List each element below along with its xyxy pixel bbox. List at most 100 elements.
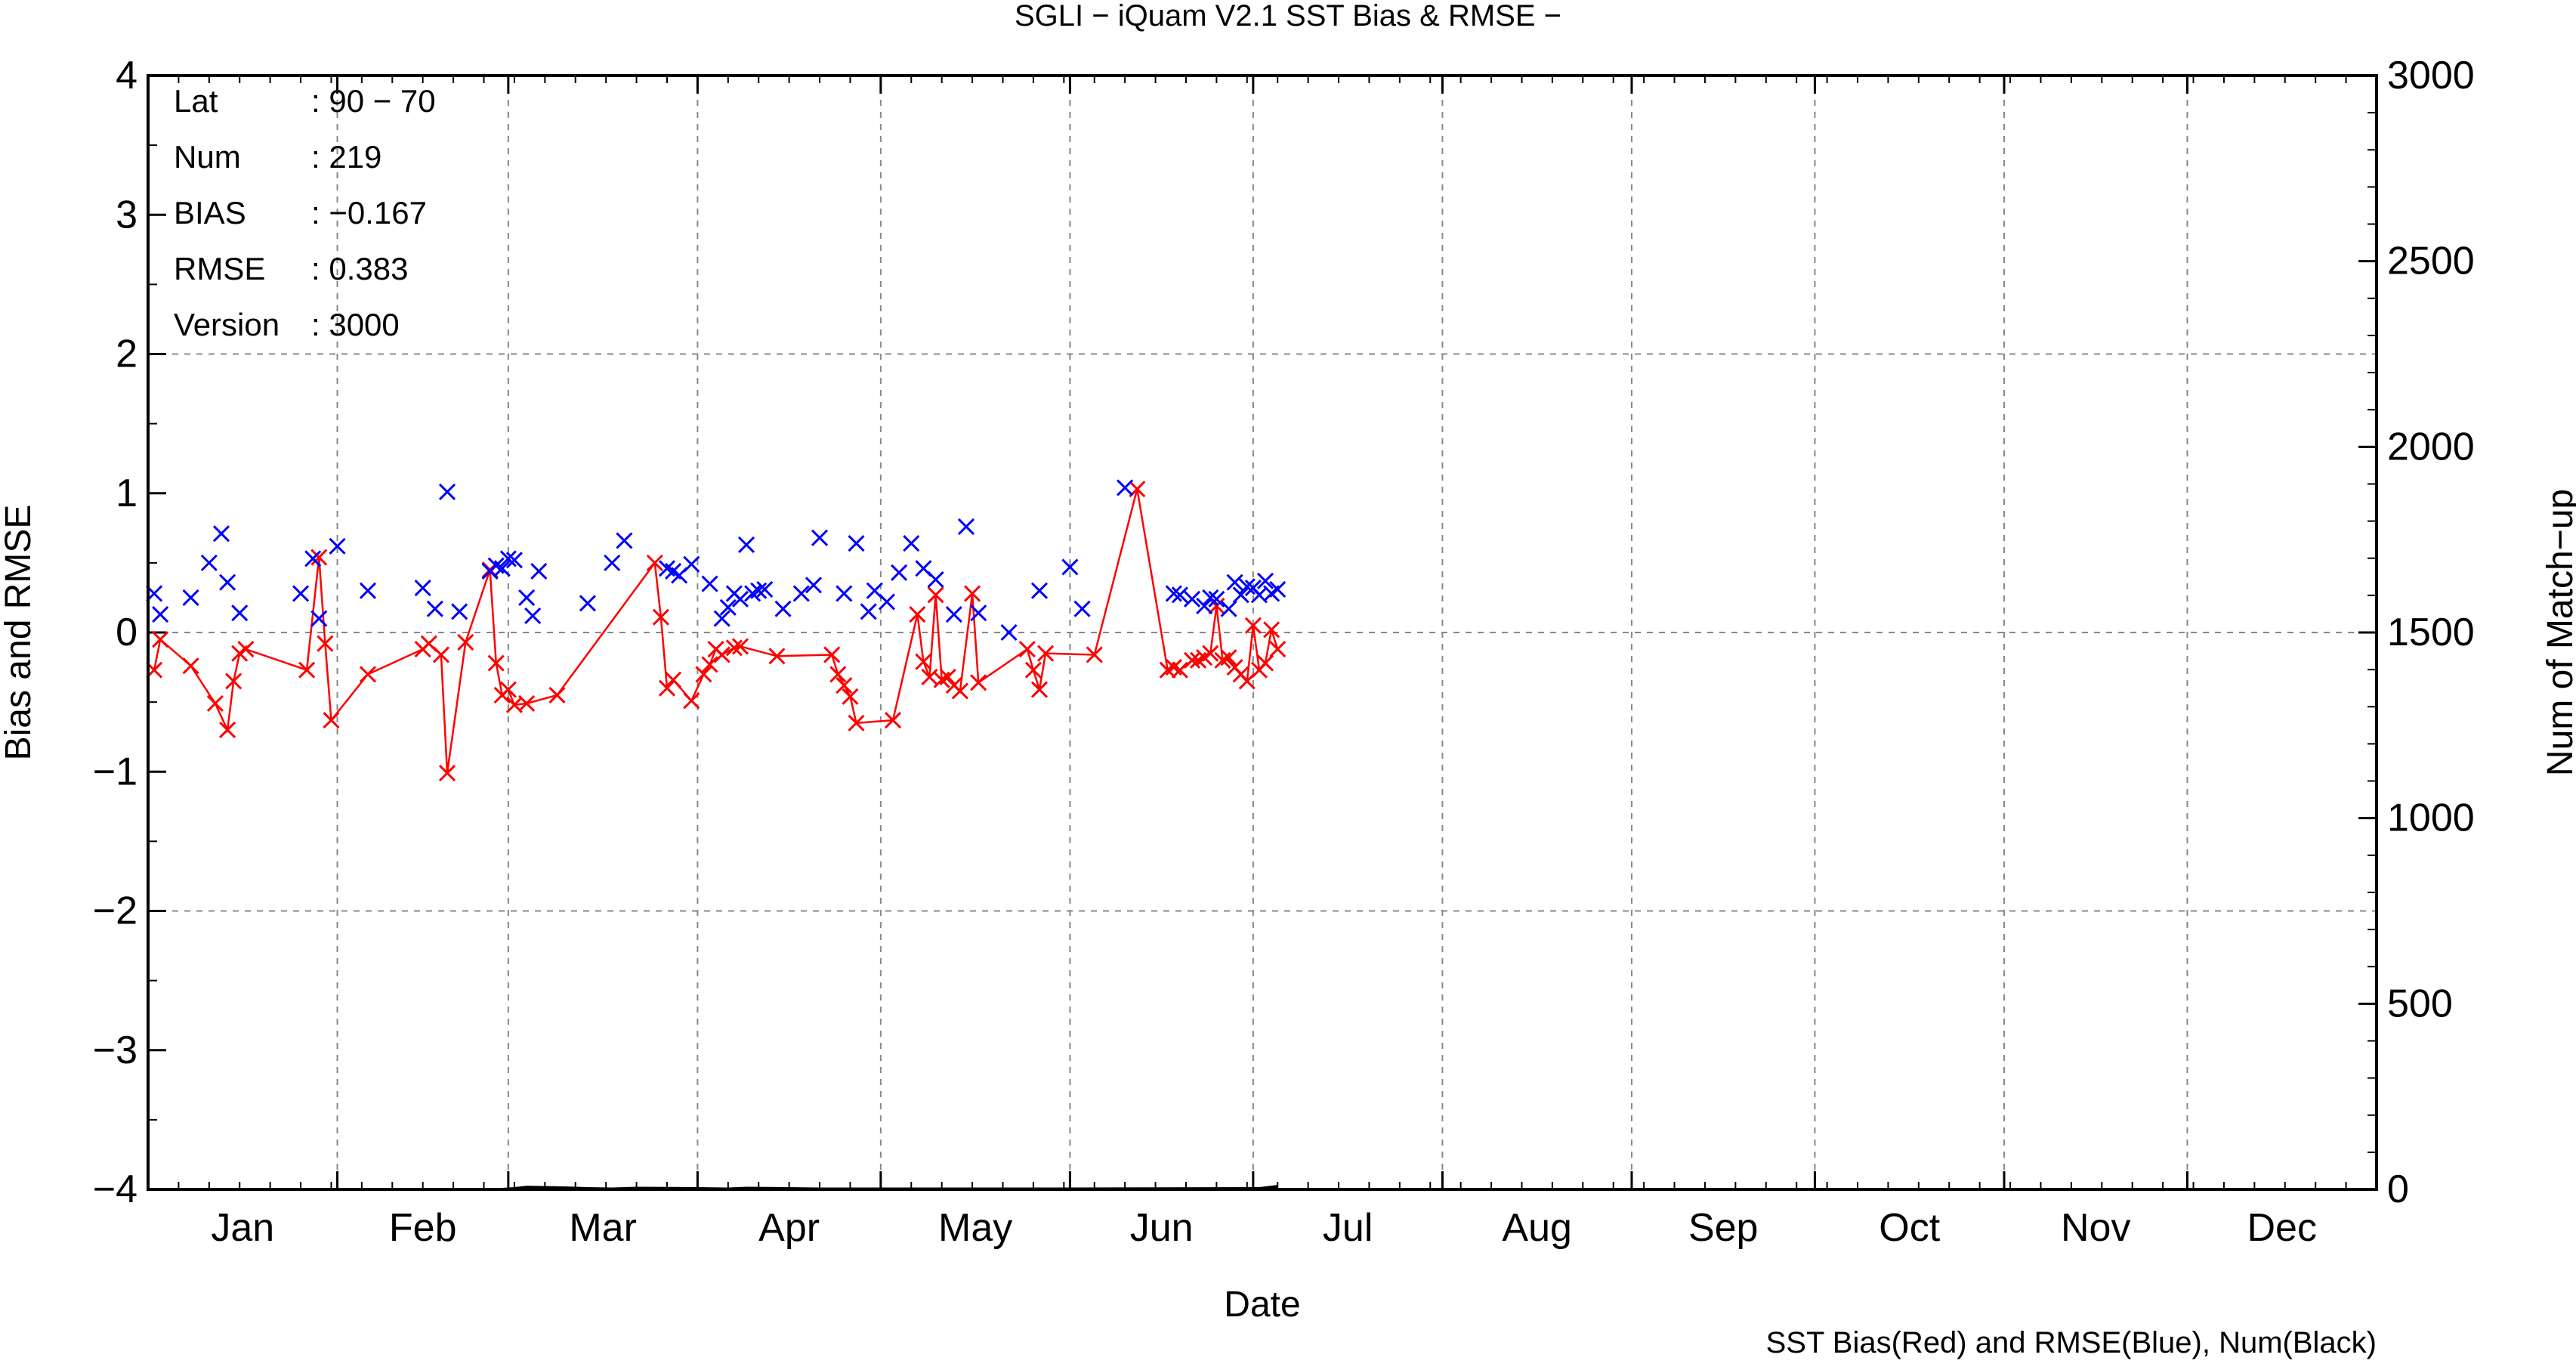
x-tick-label: Feb <box>389 1206 457 1250</box>
data-point <box>792 585 810 602</box>
data-point <box>323 712 340 729</box>
data-point <box>737 536 755 553</box>
y2-tick-labels: 0 500 1000 1500 2000 2500 3000 <box>2387 54 2475 1211</box>
y-tick-label: −2 <box>93 889 137 933</box>
data-point <box>964 585 981 602</box>
data-point <box>725 639 743 657</box>
info-label: Num <box>174 139 241 175</box>
data-point <box>616 532 633 549</box>
data-point <box>317 635 334 652</box>
data-point <box>487 654 505 672</box>
data-point <box>891 564 908 581</box>
y2-tick-label: 1500 <box>2387 611 2475 654</box>
y2-axis-label: Num of Match−up <box>2540 489 2576 776</box>
series-sst-rmse <box>146 479 1286 642</box>
y2-tick-label: 500 <box>2387 982 2453 1025</box>
data-point <box>432 646 450 663</box>
data-point <box>884 712 902 729</box>
data-point <box>1232 586 1249 604</box>
info-label: RMSE <box>174 251 265 286</box>
data-point <box>438 765 456 782</box>
data-point <box>695 666 712 683</box>
data-point <box>970 674 987 691</box>
footnote: SST Bias(Red) and RMSE(Blue), Num(Black) <box>1766 1326 2377 1359</box>
y-tick-label: 3 <box>116 193 137 237</box>
data-point <box>970 605 987 622</box>
y-tick-label: 1 <box>116 472 137 515</box>
data-point <box>219 721 236 739</box>
y-tick-label: 0 <box>116 611 137 654</box>
data-point <box>701 656 718 673</box>
y2-tick-label: 1000 <box>2387 796 2475 840</box>
data-point <box>927 586 944 604</box>
data-point <box>1037 645 1055 662</box>
data-point <box>915 653 932 670</box>
data-point <box>665 671 682 688</box>
x-tick-label: Jul <box>1323 1206 1373 1250</box>
info-value: : 0.383 <box>311 251 408 286</box>
data-point <box>579 595 596 612</box>
x-tick-label: Aug <box>1502 1206 1572 1250</box>
data-point <box>805 577 823 594</box>
data-point <box>1018 641 1036 658</box>
data-point <box>658 679 676 697</box>
y-tick-label: −4 <box>93 1167 137 1211</box>
data-point <box>1256 654 1274 672</box>
data-point <box>1030 582 1049 599</box>
data-point <box>756 580 774 598</box>
data-point <box>731 590 749 608</box>
y-tick-label: −3 <box>93 1028 137 1072</box>
data-point <box>903 535 920 552</box>
data-point <box>200 554 218 571</box>
data-point <box>652 608 669 626</box>
info-label: BIAS <box>174 195 246 230</box>
data-point <box>457 633 474 651</box>
y2-tick-label: 0 <box>2387 1167 2409 1211</box>
data-point <box>1086 646 1103 663</box>
data-point <box>359 582 377 599</box>
data-point <box>1220 649 1237 666</box>
data-point <box>298 661 316 679</box>
data-point <box>182 589 199 606</box>
x-tick-labels: Jan Feb Mar Apr May Jun Jul Aug Sep Oct Nov Dec <box>211 1206 2317 1250</box>
x-tick-label: Sep <box>1688 1206 1759 1250</box>
data-point <box>939 668 956 686</box>
y-tick-label: 4 <box>116 54 137 97</box>
data-point <box>951 682 968 700</box>
x-tick-label: May <box>938 1206 1012 1250</box>
data-point <box>1202 645 1219 662</box>
info-value: : 3000 <box>311 307 400 342</box>
data-point <box>909 605 926 623</box>
y-tick-labels: −4 −3 −2 −1 0 1 2 3 4 <box>93 54 137 1211</box>
y-tick-label: 2 <box>116 332 137 376</box>
data-point <box>1165 585 1182 602</box>
data-point <box>304 550 322 567</box>
grid <box>148 76 2377 1189</box>
data-point <box>219 574 236 591</box>
data-point <box>1117 479 1134 496</box>
data-point <box>548 686 566 704</box>
y2-tick-label: 2500 <box>2387 240 2475 283</box>
data-point <box>499 550 517 567</box>
data-point <box>1024 661 1042 679</box>
x-tick-label: Dec <box>2247 1206 2316 1250</box>
info-value: : −0.167 <box>311 195 427 230</box>
data-point <box>945 605 962 623</box>
data-point <box>957 518 975 536</box>
x-tick-label: Oct <box>1879 1206 1940 1250</box>
data-point <box>927 571 944 589</box>
data-point <box>774 600 792 617</box>
data-point <box>426 600 443 617</box>
data-point <box>1220 600 1237 617</box>
data-point <box>524 607 542 624</box>
data-point <box>231 605 249 622</box>
x-axis-label: Date <box>1224 1285 1300 1325</box>
data-point <box>1000 623 1018 642</box>
plot-data <box>146 479 1286 1191</box>
data-point <box>518 694 536 713</box>
data-point <box>493 560 511 577</box>
data-point <box>1202 589 1219 606</box>
data-point <box>1238 578 1256 595</box>
data-point <box>848 714 865 731</box>
